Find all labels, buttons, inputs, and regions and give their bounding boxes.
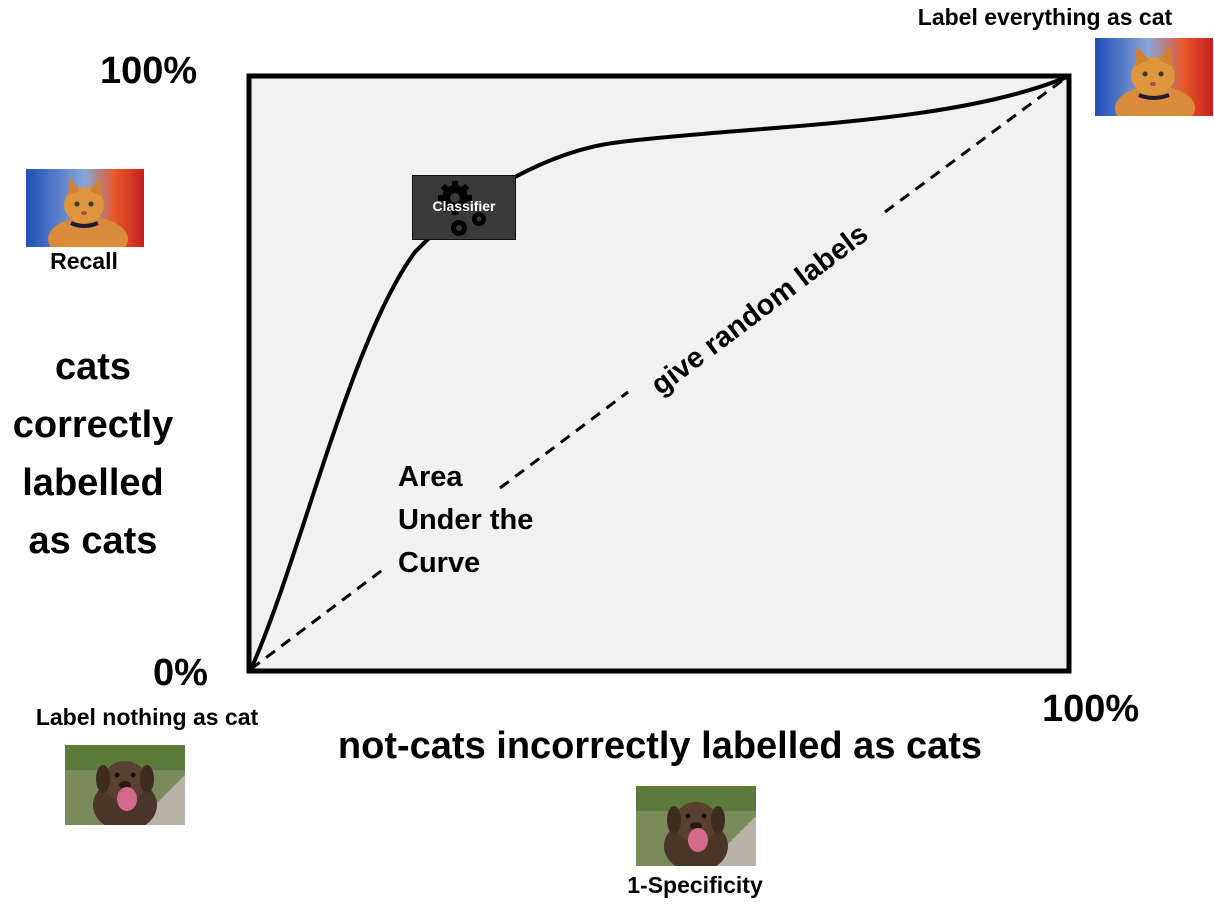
x-axis-title: not-cats incorrectly labelled as cats (337, 725, 983, 767)
x-axis-max-label: 100% (1042, 688, 1140, 730)
gears-icon (438, 181, 486, 236)
dog-photo-icon (65, 745, 185, 825)
classifier-label: Classifier (432, 198, 496, 214)
classifier-box: Classifier (412, 175, 516, 240)
cat-photo-icon (1095, 38, 1213, 116)
origin-label: 0% (153, 652, 208, 694)
recall-label: Recall (50, 248, 118, 274)
y-axis-max-label: 100% (100, 50, 198, 92)
label-nothing-cat-text: Label nothing as cat (35, 704, 259, 730)
dog-photo-icon (636, 786, 756, 866)
auc-line-1: Area (398, 461, 463, 493)
specificity-label: 1-Specificity (627, 872, 763, 898)
label-everything-cat-text: Label everything as cat (917, 4, 1173, 30)
auc-line-3: Curve (398, 547, 481, 579)
auc-line-2: Under the (398, 504, 534, 536)
cat-photo-icon (26, 169, 144, 247)
random-diagonal-lower (250, 566, 386, 671)
auc-annotation: Area Under the Curve (398, 456, 533, 585)
y-axis-title: cats correctly labelled as cats (12, 346, 174, 562)
random-diagonal-upper (499, 390, 629, 490)
